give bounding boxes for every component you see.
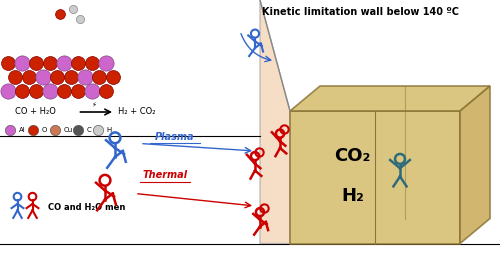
Point xyxy=(32,61,40,65)
Point xyxy=(94,128,102,132)
Point xyxy=(28,128,36,132)
Polygon shape xyxy=(290,111,460,244)
Point xyxy=(18,61,25,65)
Text: CO₂: CO₂ xyxy=(334,147,370,165)
Point xyxy=(46,61,54,65)
Point xyxy=(76,16,84,21)
Text: ⚡: ⚡ xyxy=(92,102,96,108)
Point xyxy=(66,75,74,79)
Point xyxy=(80,75,88,79)
Point xyxy=(46,89,54,93)
Polygon shape xyxy=(260,0,290,244)
Point xyxy=(74,61,82,65)
Text: H: H xyxy=(106,127,112,133)
Point xyxy=(4,61,12,65)
Text: C: C xyxy=(86,127,91,133)
Point xyxy=(88,61,96,65)
Text: H₂ + CO₂: H₂ + CO₂ xyxy=(118,108,155,117)
Point xyxy=(94,75,102,79)
Point xyxy=(18,89,25,93)
Text: Plasma: Plasma xyxy=(155,132,195,142)
Point xyxy=(10,75,18,79)
Point xyxy=(102,89,110,93)
Point xyxy=(74,89,82,93)
Text: H₂: H₂ xyxy=(341,187,364,205)
Text: Kinetic limitation wall below 140 ºC: Kinetic limitation wall below 140 ºC xyxy=(262,7,458,17)
Text: Cu: Cu xyxy=(64,127,73,133)
Text: CO + H₂O: CO + H₂O xyxy=(15,108,56,117)
Point xyxy=(108,75,116,79)
Point xyxy=(32,89,40,93)
Point xyxy=(68,6,76,11)
Point xyxy=(56,11,64,16)
Text: Thermal: Thermal xyxy=(142,170,188,180)
Point xyxy=(6,128,14,132)
Point xyxy=(38,75,46,79)
Point xyxy=(88,89,96,93)
Point xyxy=(74,128,82,132)
Point xyxy=(52,75,60,79)
Point xyxy=(60,89,68,93)
Polygon shape xyxy=(290,86,490,111)
Text: O: O xyxy=(42,127,47,133)
Point xyxy=(4,89,12,93)
Text: Al: Al xyxy=(19,127,26,133)
Point xyxy=(60,61,68,65)
Point xyxy=(102,61,110,65)
Text: CO and H₂O men: CO and H₂O men xyxy=(48,202,125,211)
Polygon shape xyxy=(460,86,490,244)
Point xyxy=(24,75,32,79)
Point xyxy=(51,128,59,132)
